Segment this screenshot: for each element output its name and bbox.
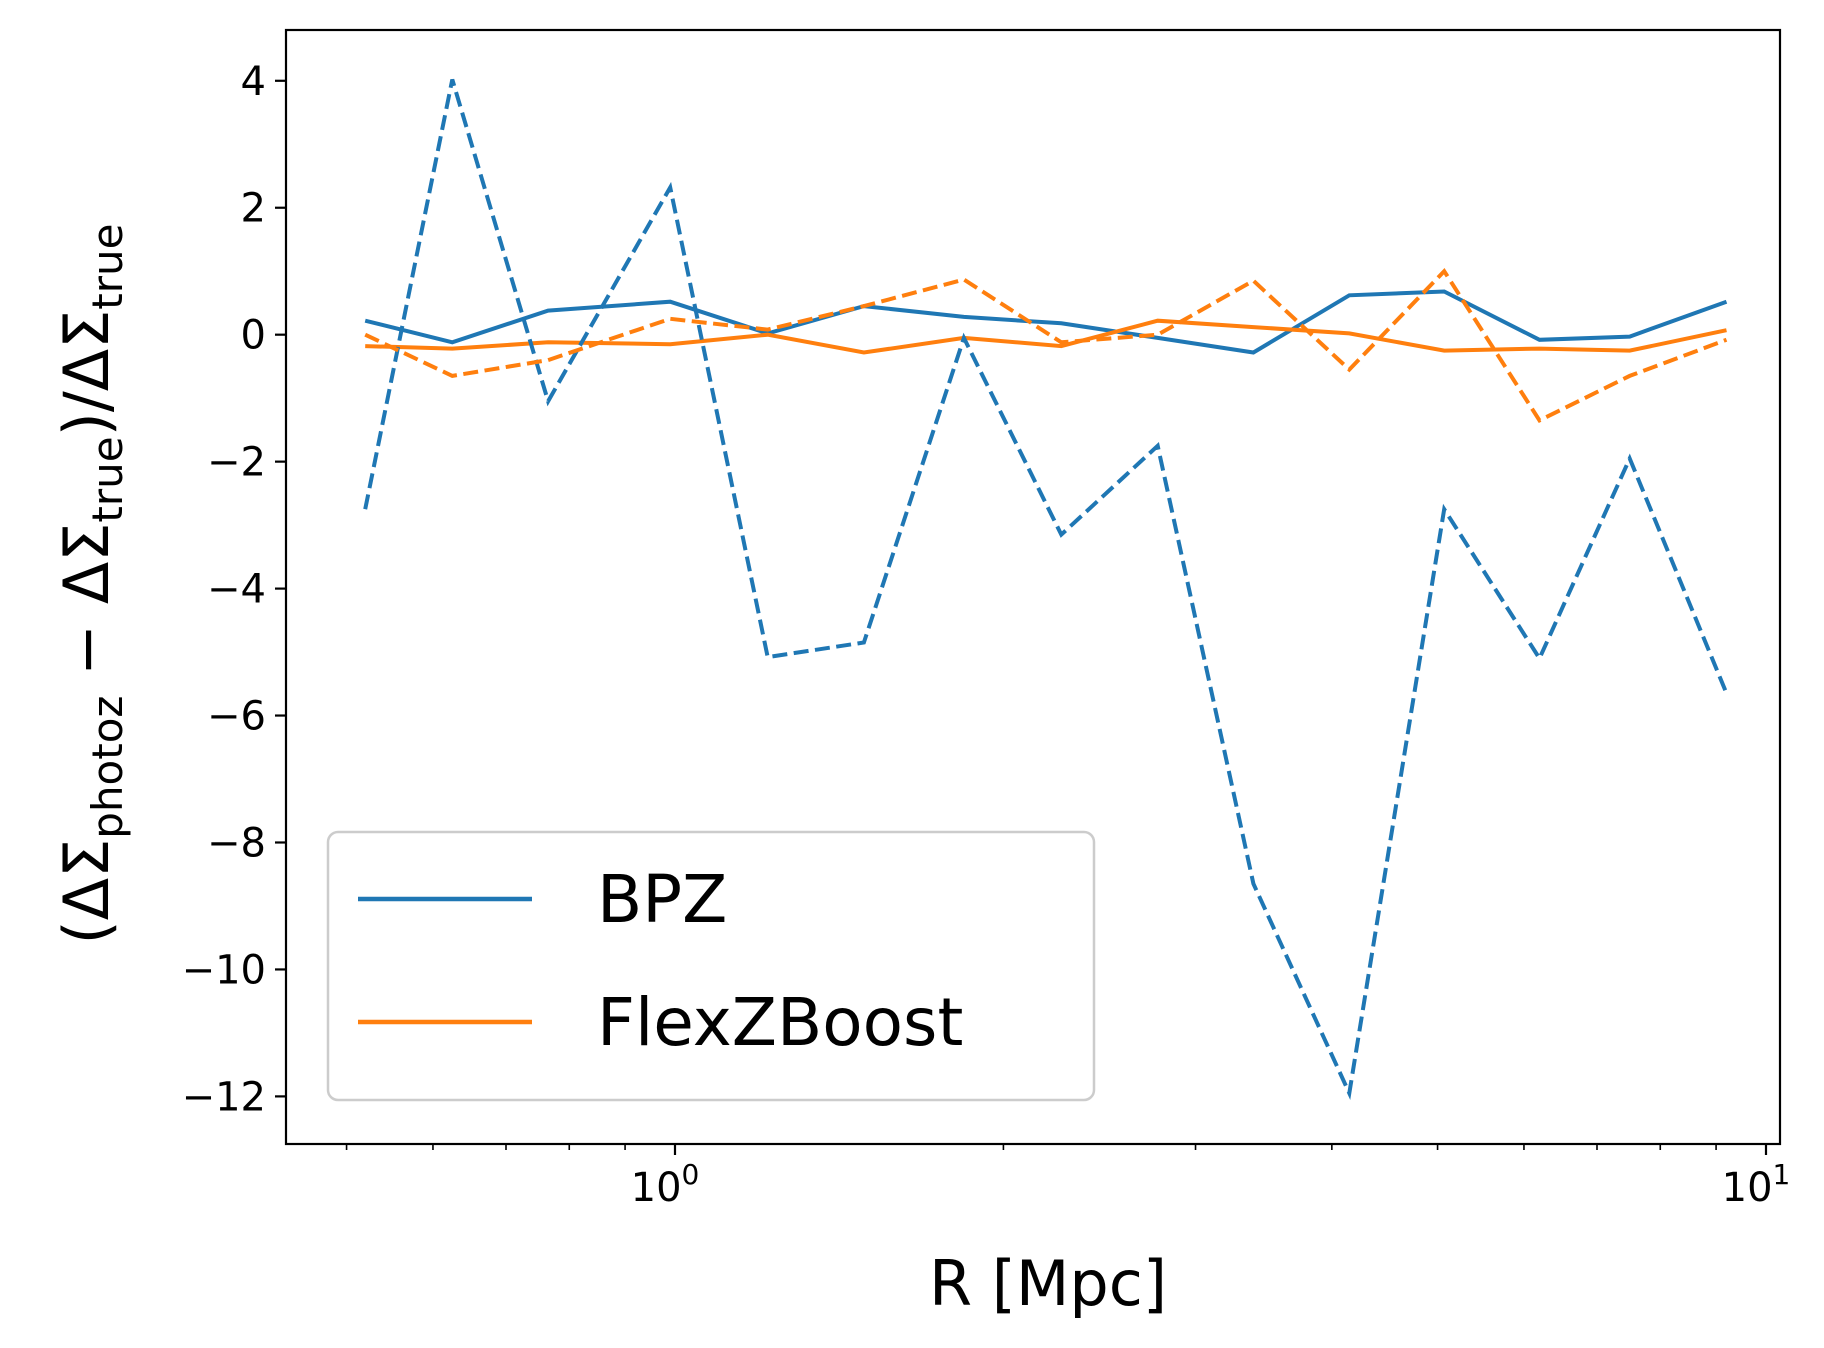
x-tick-label: 100	[631, 1158, 700, 1211]
y-tick-label: 0	[241, 313, 266, 359]
x-axis-label: R [Mpc]	[929, 1247, 1167, 1320]
legend: BPZ FlexZBoost	[326, 830, 1096, 1102]
y-label-subscript: true	[83, 224, 132, 310]
flexzboost-series-line	[365, 318, 1727, 355]
y-label-part: − ΔΣ	[50, 523, 123, 696]
legend-label-flexzboost: FlexZBoost	[597, 984, 963, 1061]
y-tick-label: −8	[207, 820, 266, 866]
x-tick-label: 101	[1722, 1158, 1791, 1211]
unnamed-dashed-series-line	[363, 78, 1729, 1101]
y-tick-label: −2	[207, 440, 266, 486]
y-tick-label: −12	[182, 1074, 266, 1120]
y-tick-label: −4	[207, 567, 266, 613]
series-layer	[363, 78, 1729, 1101]
plot-area-frame	[284, 28, 1782, 1146]
legend-label-bpz: BPZ	[597, 861, 727, 938]
x-tick-label-base: 10	[631, 1165, 682, 1211]
x-tick-label-base: 10	[1722, 1165, 1773, 1211]
y-label-part: (ΔΣ	[50, 839, 123, 945]
y-label-subscript: photoz	[83, 696, 132, 839]
y-tick-label: 2	[241, 186, 266, 232]
x-tick-label-exponent: 1	[1773, 1158, 1791, 1191]
x-tick-label-exponent: 0	[682, 1158, 700, 1191]
y-label-subscript: true	[83, 436, 132, 522]
y-label-part: )/ΔΣ	[50, 310, 123, 437]
bpz-series-line	[364, 289, 1728, 355]
y-tick-label: −6	[207, 694, 266, 740]
y-tick-label: 4	[241, 59, 266, 105]
y-tick-label: −10	[182, 947, 266, 993]
unnamed-dashed-series-line	[364, 267, 1728, 423]
y-axis-label: (ΔΣphotoz − ΔΣtrue)/ΔΣtrue	[50, 224, 132, 945]
